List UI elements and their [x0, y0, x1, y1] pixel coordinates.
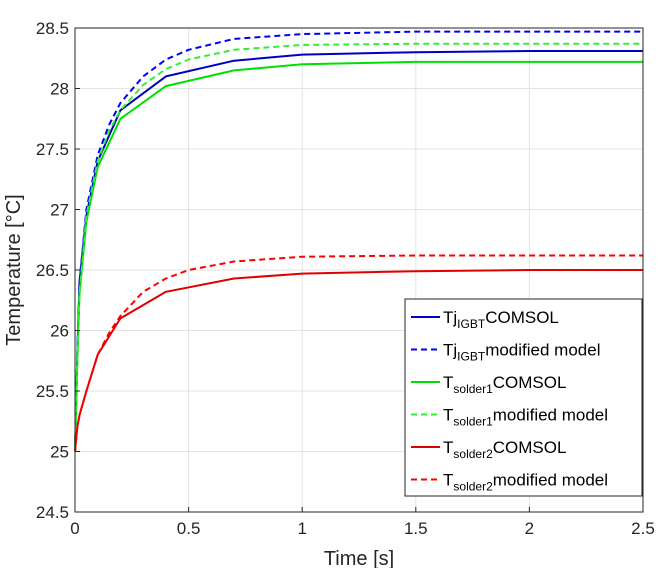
x-axis-label: Time [s]: [324, 548, 394, 568]
x-tick-label: 1.5: [404, 519, 428, 538]
x-tick-label: 2.5: [631, 519, 655, 538]
legend: TjIGBTCOMSOL TjIGBTmodified model Tsolder1…: [404, 298, 643, 497]
y-tick-label: 25: [50, 443, 69, 462]
axis-ticks: 0 0.5 1 1.5 2 2.5 24.5 25 25.5 26 26.5 27 27.5 28 28.5: [36, 19, 655, 538]
y-tick-label: 26: [50, 322, 69, 341]
legend-entry-label: Tsolder2modified model: [443, 471, 608, 494]
x-tick-label: 0.5: [177, 519, 201, 538]
series-line-4: [74, 42, 643, 452]
y-axis-label: Temperature [°C]: [3, 194, 25, 345]
y-tick-label: 26.5: [36, 261, 69, 280]
y-tick-label: 28.5: [36, 19, 69, 38]
y-tick-label: 27.5: [36, 140, 69, 159]
x-tick-label: 1: [297, 519, 306, 538]
legend-entry-label: Tsolder2COMSOL: [443, 438, 566, 461]
y-tick-label: 24.5: [36, 503, 69, 522]
series-layer: [74, 30, 643, 452]
legend-box: [404, 298, 643, 497]
x-tick-label: 2: [525, 519, 534, 538]
series-line-6: [74, 254, 643, 452]
series-line-3: [74, 60, 643, 452]
y-tick-label: 27: [50, 201, 69, 220]
legend-entry-label: TjIGBTCOMSOL: [443, 308, 559, 331]
legend-entry-label: TjIGBTmodified model: [443, 341, 600, 364]
y-tick-label: 28: [50, 80, 69, 99]
x-tick-label: 0: [70, 519, 79, 538]
legend-entry-label: Tsolder1modified model: [443, 406, 608, 429]
y-tick-label: 25.5: [36, 382, 69, 401]
legend-entry-label: Tsolder1COMSOL: [443, 373, 566, 396]
